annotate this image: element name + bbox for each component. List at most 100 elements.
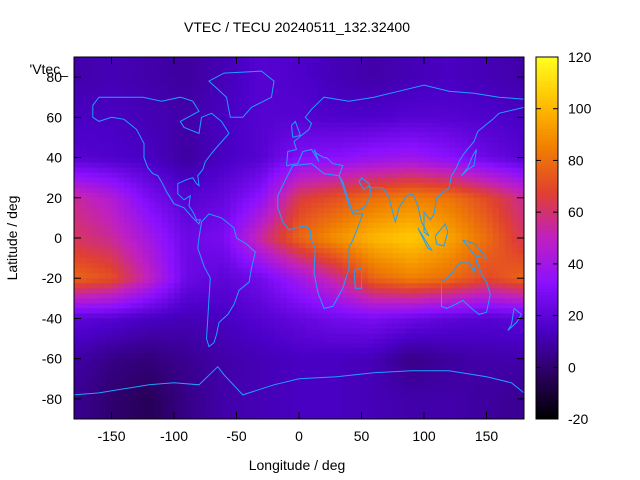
heatmap-cell [142, 77, 150, 83]
heatmap-cell [392, 227, 400, 234]
heatmap-cell [92, 87, 100, 93]
heatmap-cell [167, 318, 175, 324]
heatmap-cell [130, 87, 137, 93]
heatmap-cell [105, 122, 112, 128]
heatmap-cell [467, 338, 475, 344]
heatmap-cell [424, 207, 431, 214]
heatmap-cell [174, 238, 181, 244]
heatmap-cell [130, 253, 137, 259]
heatmap-cell [236, 217, 244, 224]
heatmap-cell [411, 393, 419, 400]
heatmap-cell [286, 288, 294, 294]
heatmap-cell [111, 253, 119, 259]
heatmap-cell [461, 142, 469, 148]
heatmap-cell [499, 388, 506, 395]
heatmap-cell [367, 82, 375, 88]
heatmap-cell [92, 57, 100, 63]
heatmap-cell [111, 303, 119, 309]
heatmap-cell [192, 353, 200, 360]
heatmap-cell [111, 323, 119, 329]
heatmap-cell [311, 72, 319, 78]
heatmap-cell [499, 57, 506, 63]
heatmap-cell [467, 253, 475, 259]
heatmap-cell [180, 388, 187, 395]
heatmap-cell [205, 62, 212, 68]
heatmap-cell [211, 57, 219, 63]
heatmap-cell [161, 243, 169, 249]
heatmap-cell [324, 147, 331, 153]
heatmap-cell [349, 378, 356, 385]
heatmap-cell [192, 323, 200, 329]
heatmap-cell [511, 197, 519, 204]
heatmap-cell [436, 273, 444, 279]
heatmap-cell [492, 87, 500, 93]
heatmap-cell [267, 122, 275, 128]
heatmap-cell [430, 147, 437, 153]
heatmap-cell [99, 268, 106, 274]
heatmap-cell [161, 368, 169, 375]
heatmap-cell [324, 273, 331, 279]
heatmap-cell [149, 343, 156, 350]
heatmap-cell [236, 132, 244, 138]
heatmap-cell [311, 112, 319, 118]
heatmap-cell [349, 383, 356, 390]
heatmap-cell [367, 273, 375, 279]
heatmap-cell [211, 303, 219, 309]
heatmap-cell [349, 308, 356, 314]
heatmap-cell [242, 207, 250, 214]
heatmap-cell [311, 82, 319, 88]
heatmap-cell [436, 197, 444, 204]
heatmap-cell [455, 293, 462, 299]
heatmap-cell [111, 202, 119, 209]
heatmap-cell [242, 87, 250, 93]
heatmap-cell [417, 142, 425, 148]
heatmap-cell [461, 328, 469, 334]
heatmap-cell [436, 288, 444, 294]
heatmap-cell [449, 243, 456, 249]
heatmap-cell [511, 202, 519, 209]
heatmap-cell [492, 323, 500, 329]
heatmap-cell [292, 383, 300, 390]
heatmap-cell [255, 313, 262, 319]
heatmap-cell [305, 348, 312, 355]
heatmap-cell [111, 187, 119, 194]
heatmap-cell [474, 92, 481, 98]
heatmap-cell [211, 217, 219, 224]
heatmap-cell [180, 323, 187, 329]
heatmap-cell [424, 107, 431, 113]
heatmap-cell [280, 398, 287, 405]
heatmap-cell [142, 92, 150, 98]
heatmap-cell [480, 57, 487, 63]
heatmap-cell [361, 293, 369, 299]
heatmap-cell [249, 298, 256, 304]
heatmap-cell [486, 227, 494, 234]
heatmap-cell [430, 217, 437, 224]
heatmap-cell [349, 393, 356, 400]
heatmap-cell [86, 222, 94, 229]
heatmap-cell [105, 358, 112, 365]
heatmap-cell [517, 152, 525, 158]
heatmap-cell [130, 92, 137, 98]
heatmap-cell [405, 167, 412, 174]
heatmap-cell [205, 353, 212, 360]
heatmap-cell [117, 212, 125, 219]
heatmap-cell [167, 122, 175, 128]
heatmap-cell [249, 87, 256, 93]
heatmap-cell [286, 383, 294, 390]
heatmap-cell [386, 67, 394, 73]
heatmap-cell [230, 243, 237, 249]
heatmap-cell [274, 298, 281, 304]
heatmap-cell [330, 132, 337, 138]
heatmap-cell [336, 338, 344, 344]
heatmap-cell [86, 378, 94, 385]
heatmap-cell [117, 202, 125, 209]
heatmap-cell [299, 227, 306, 234]
heatmap-cell [361, 268, 369, 274]
heatmap-cell [80, 348, 87, 355]
heatmap-cell [405, 122, 412, 128]
heatmap-cell [111, 217, 119, 224]
heatmap-cell [267, 132, 275, 138]
heatmap-cell [230, 263, 237, 269]
heatmap-cell [305, 102, 312, 108]
heatmap-cell [311, 328, 319, 334]
